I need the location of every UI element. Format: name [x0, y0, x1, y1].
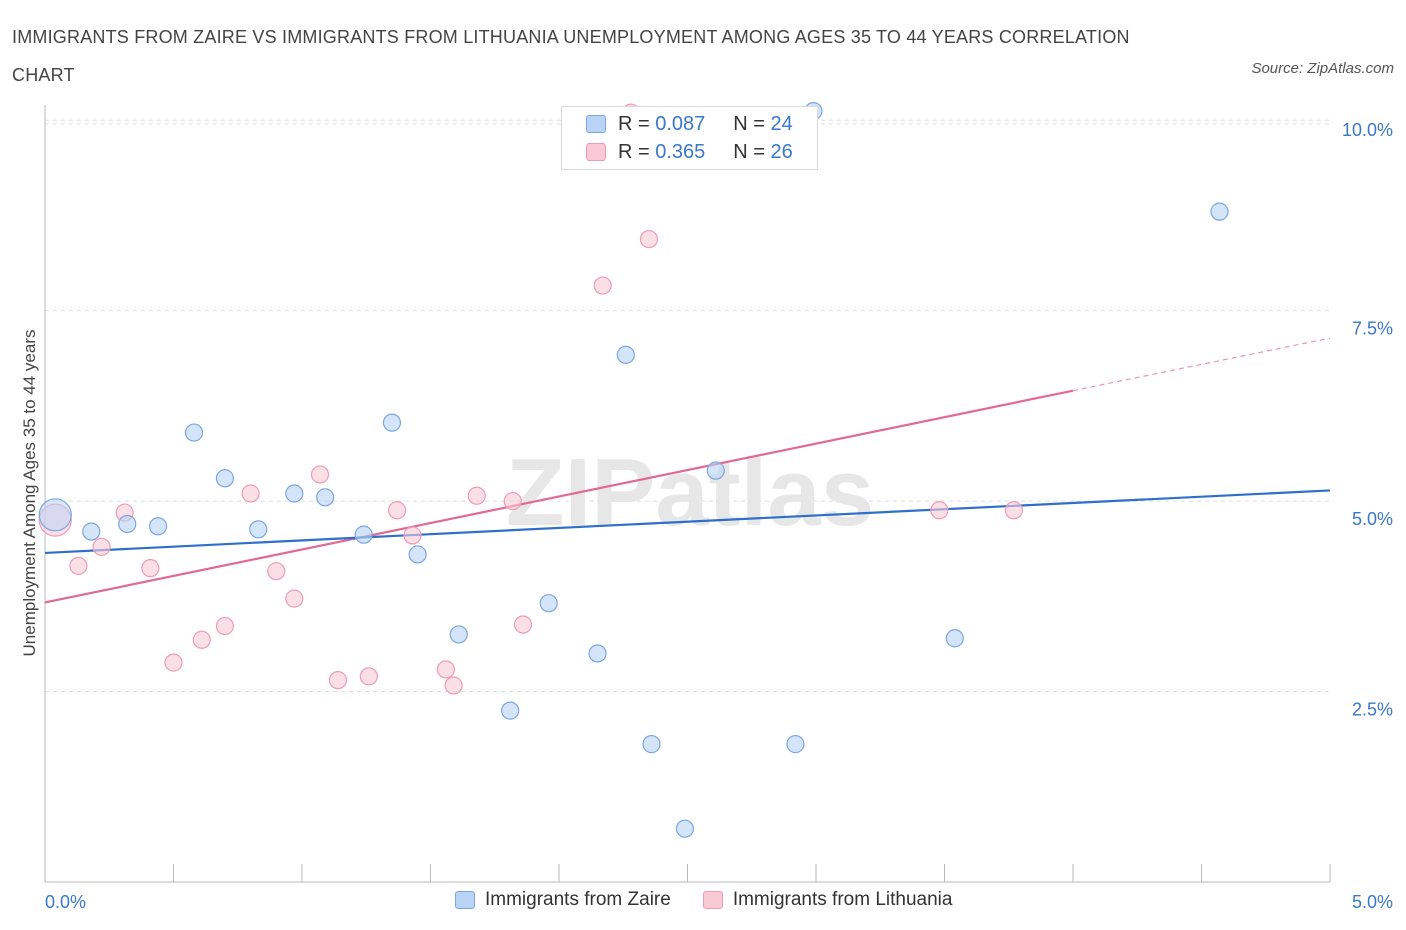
y-tick-label: 7.5% [1352, 319, 1393, 339]
data-point-lithuania [192, 630, 211, 649]
legend-n-label-lithuania: N = [733, 140, 771, 163]
data-point-zaire [316, 488, 335, 507]
legend-r-label-zaire: R = [618, 112, 656, 135]
data-point-zaire [616, 345, 635, 364]
trend-line-lithuania-extension [1072, 337, 1331, 392]
data-point-zaire [642, 735, 661, 754]
data-point-lithuania [444, 676, 463, 695]
legend-n-value-lithuania: 26 [770, 140, 793, 163]
data-point-zaire [945, 629, 964, 648]
data-point-lithuania [403, 526, 422, 545]
data-point-zaire [382, 413, 402, 432]
chart-title: IMMIGRANTS FROM ZAIRE VS IMMIGRANTS FROM… [12, 27, 1130, 85]
y-axis-label: Unemployment Among Ages 35 to 44 years [20, 329, 39, 657]
data-point-zaire [82, 522, 101, 541]
source-label: Source: ZipAtlas.com [1251, 60, 1394, 77]
x-tick-label: 0.0% [45, 892, 86, 912]
data-point-zaire [501, 701, 520, 720]
data-point-lithuania [436, 660, 456, 679]
data-point-zaire [786, 735, 805, 754]
data-point-lithuania [141, 559, 160, 578]
legend-swatch-lithuania [586, 143, 606, 161]
correlation-legend: R = 0.087 N = 24 R = 0.365 N = 26 [561, 106, 818, 170]
legend-n-label-zaire: N = [733, 112, 771, 135]
data-point-lithuania [69, 556, 88, 575]
legend-row-zaire: R = 0.087 N = 24 [586, 111, 793, 137]
watermark: ZIPatlas [506, 439, 874, 546]
legend-label-lithuania: Immigrants from Lithuania [732, 889, 953, 910]
data-point-lithuania [285, 589, 304, 608]
data-point-lithuania [513, 615, 533, 634]
data-point-zaire [588, 644, 607, 663]
data-point-zaire [215, 469, 234, 488]
data-point-lithuania [241, 484, 260, 503]
axes [44, 105, 1331, 883]
data-point-zaire [184, 423, 204, 442]
data-point-lithuania [467, 486, 486, 505]
data-point-lithuania [930, 501, 949, 520]
legend-r-value-zaire: 0.087 [655, 112, 706, 135]
legend-row-lithuania: R = 0.365 N = 26 [586, 139, 793, 165]
y-tick-label: 2.5% [1352, 700, 1393, 720]
data-point-zaire [1210, 202, 1229, 221]
legend-swatch-zaire-bottom [455, 891, 475, 909]
y-tick-label: 5.0% [1352, 509, 1393, 529]
data-point-lithuania [310, 465, 330, 484]
trend-lines [44, 337, 1331, 604]
data-point-lithuania [92, 537, 111, 556]
data-point-lithuania [164, 653, 183, 672]
data-point-zaire [118, 514, 137, 534]
data-point-zaire [675, 819, 695, 838]
data-point-lithuania [328, 671, 348, 690]
legend-swatch-lithuania-bottom [702, 891, 723, 909]
data-point-zaire [539, 594, 558, 613]
trend-line-zaire [44, 489, 1331, 555]
data-point-zaire [354, 525, 373, 544]
data-point-lithuania [359, 667, 378, 686]
data-point-zaire [249, 520, 268, 539]
legend-item-lithuania: Immigrants from Lithuania [702, 889, 953, 911]
data-point-lithuania [503, 492, 522, 511]
data-point-zaire [408, 545, 427, 564]
trend-line-lithuania [44, 389, 1074, 604]
grid-lines [45, 119, 1330, 693]
data-point-lithuania [639, 229, 659, 249]
data-point-lithuania [215, 616, 234, 636]
series-legend: Immigrants from Zaire Immigrants from Li… [455, 889, 984, 911]
legend-r-value-lithuania: 0.365 [655, 140, 706, 163]
data-points [38, 101, 1229, 838]
legend-r-label-lithuania: R = [618, 140, 656, 163]
legend-swatch-zaire [586, 115, 606, 133]
tick-labels: 2.5% 5.0% 7.5% 10.0% 0.0% 5.0% [45, 120, 1393, 912]
data-point-zaire [449, 625, 468, 644]
legend-label-zaire: Immigrants from Zaire [485, 889, 671, 910]
x-tick-label: 5.0% [1352, 892, 1393, 912]
data-point-lithuania [593, 276, 612, 295]
data-point-lithuania [387, 501, 407, 520]
legend-n-value-zaire: 24 [770, 112, 793, 135]
data-point-zaire [706, 461, 725, 480]
y-tick-label: 10.0% [1342, 120, 1393, 140]
data-point-zaire [38, 498, 72, 532]
data-point-zaire [285, 484, 304, 503]
data-point-lithuania [1004, 501, 1023, 520]
data-point-zaire [148, 517, 168, 536]
legend-item-zaire: Immigrants from Zaire [455, 889, 671, 911]
data-point-lithuania [267, 562, 286, 581]
